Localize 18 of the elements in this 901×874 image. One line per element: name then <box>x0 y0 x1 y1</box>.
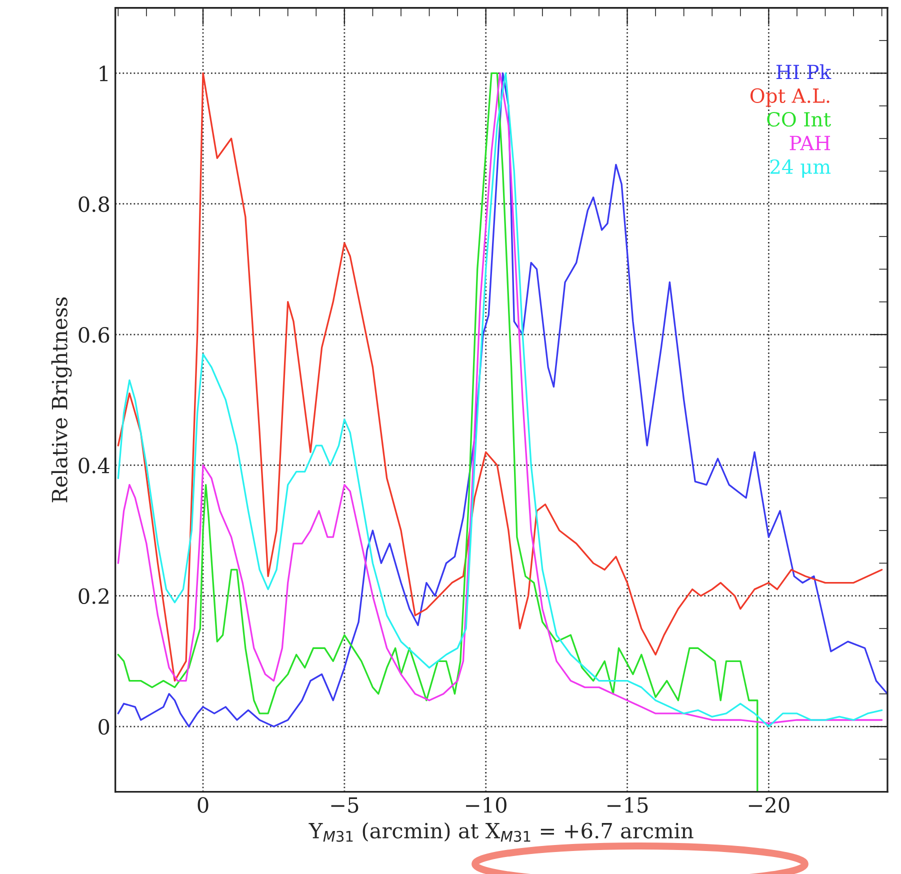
text: HI Pk <box>776 64 832 80</box>
text: 24 μm <box>770 159 831 178</box>
y-tick-label: 0.8 <box>78 196 110 212</box>
y-tick-label: 1 <box>100 66 108 82</box>
y-tick-label: 0.2 <box>78 588 108 604</box>
y-tick-label: 0.4 <box>78 458 110 474</box>
text: CO Int <box>767 112 831 127</box>
x-tick-label: −15 <box>607 797 648 813</box>
x-axis-title: Y$_{M31}$ (arcmin) at X$_{M31}$ = +6.7 arcmin <box>308 822 694 842</box>
y-axis-title: Relative Brightness <box>51 297 72 502</box>
x-tick-label: −10 <box>466 797 506 813</box>
y-tick-label: 0.6 <box>78 326 110 343</box>
text: Opt A.L. <box>750 88 830 107</box>
text: PAH <box>790 136 830 150</box>
y-tick-label: 0 <box>98 718 110 735</box>
x-tick-label: 0 <box>198 797 208 813</box>
x-tick-label: −20 <box>748 797 790 813</box>
x-tick-label: −5 <box>331 797 358 813</box>
